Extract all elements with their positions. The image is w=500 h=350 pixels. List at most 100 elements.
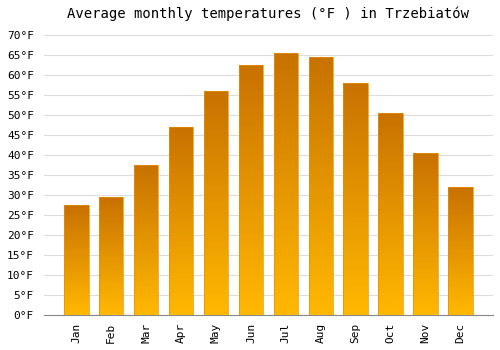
Bar: [448, 250, 472, 251]
Bar: [204, 95, 228, 98]
Bar: [64, 282, 88, 283]
Bar: [448, 222, 472, 223]
Bar: [238, 247, 263, 250]
Bar: [274, 61, 298, 63]
Bar: [169, 240, 194, 242]
Bar: [64, 310, 88, 311]
Bar: [99, 287, 124, 288]
Bar: [204, 225, 228, 228]
Bar: [99, 314, 124, 315]
Bar: [204, 250, 228, 252]
Bar: [308, 106, 333, 108]
Bar: [448, 220, 472, 222]
Bar: [64, 248, 88, 249]
Bar: [64, 283, 88, 284]
Bar: [344, 83, 368, 85]
Bar: [64, 235, 88, 236]
Bar: [344, 192, 368, 194]
Bar: [414, 182, 438, 184]
Bar: [344, 301, 368, 303]
Bar: [169, 182, 194, 183]
Bar: [344, 271, 368, 273]
Bar: [64, 264, 88, 265]
Bar: [134, 232, 158, 234]
Bar: [99, 206, 124, 208]
Bar: [378, 240, 403, 242]
Bar: [204, 122, 228, 125]
Bar: [169, 198, 194, 200]
Bar: [344, 296, 368, 299]
Bar: [134, 278, 158, 279]
Bar: [204, 125, 228, 127]
Bar: [378, 277, 403, 279]
Bar: [99, 234, 124, 235]
Bar: [99, 257, 124, 258]
Bar: [238, 92, 263, 95]
Bar: [274, 84, 298, 87]
Bar: [204, 311, 228, 313]
Bar: [204, 198, 228, 201]
Bar: [344, 136, 368, 139]
Bar: [204, 127, 228, 129]
Bar: [414, 289, 438, 291]
Bar: [134, 246, 158, 247]
Bar: [99, 256, 124, 257]
Bar: [134, 282, 158, 284]
Bar: [448, 265, 472, 266]
Bar: [308, 158, 333, 160]
Bar: [134, 294, 158, 296]
Bar: [414, 270, 438, 271]
Bar: [99, 267, 124, 268]
Bar: [344, 99, 368, 102]
Bar: [378, 244, 403, 246]
Bar: [238, 112, 263, 115]
Bar: [378, 206, 403, 208]
Bar: [448, 272, 472, 273]
Bar: [378, 127, 403, 129]
Bar: [169, 306, 194, 308]
Bar: [308, 57, 333, 315]
Bar: [378, 176, 403, 177]
Bar: [99, 202, 124, 203]
Bar: [169, 176, 194, 178]
Bar: [134, 304, 158, 306]
Bar: [99, 220, 124, 222]
Bar: [414, 310, 438, 312]
Bar: [238, 165, 263, 167]
Bar: [274, 87, 298, 90]
Bar: [274, 268, 298, 271]
Bar: [99, 286, 124, 287]
Bar: [274, 265, 298, 268]
Bar: [274, 155, 298, 158]
Bar: [448, 311, 472, 313]
Bar: [204, 136, 228, 138]
Bar: [344, 185, 368, 187]
Bar: [169, 253, 194, 255]
Bar: [378, 267, 403, 269]
Bar: [344, 146, 368, 148]
Bar: [448, 286, 472, 287]
Bar: [344, 90, 368, 92]
Bar: [448, 287, 472, 288]
Bar: [308, 245, 333, 248]
Bar: [169, 308, 194, 309]
Bar: [134, 267, 158, 268]
Bar: [204, 174, 228, 176]
Bar: [308, 57, 333, 60]
Bar: [344, 116, 368, 118]
Bar: [308, 292, 333, 294]
Bar: [378, 202, 403, 204]
Bar: [64, 272, 88, 273]
Bar: [169, 304, 194, 306]
Bar: [134, 165, 158, 315]
Bar: [414, 221, 438, 223]
Bar: [448, 224, 472, 225]
Bar: [99, 281, 124, 282]
Bar: [64, 278, 88, 279]
Bar: [274, 63, 298, 66]
Bar: [378, 238, 403, 240]
Bar: [238, 235, 263, 238]
Bar: [378, 113, 403, 315]
Bar: [378, 291, 403, 293]
Bar: [414, 197, 438, 198]
